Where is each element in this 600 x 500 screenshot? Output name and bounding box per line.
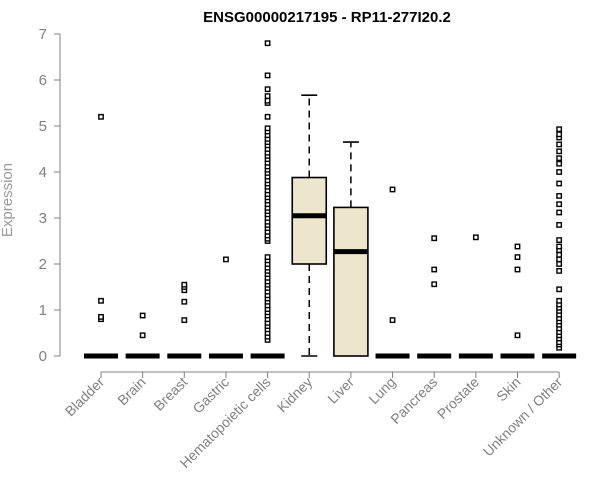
box-group: [333, 141, 369, 357]
outlier-point: [514, 332, 521, 339]
box-iqr: [333, 206, 369, 357]
outlier-point: [264, 113, 271, 120]
outlier-point: [264, 86, 271, 93]
outlier-point: [556, 160, 563, 167]
y-tick-label: 6: [39, 72, 47, 89]
outlier-point: [431, 281, 438, 288]
box-group: [208, 256, 243, 359]
outlier-point: [514, 254, 521, 260]
outlier-point: [556, 148, 563, 155]
outlier-point: [264, 40, 271, 47]
outlier-point: [264, 125, 271, 132]
outlier-point: [514, 266, 521, 273]
outlier-point: [556, 193, 563, 199]
outlier-point: [556, 221, 563, 228]
outlier-point: [556, 169, 563, 175]
box-group: [375, 186, 410, 359]
outlier-point: [556, 286, 563, 293]
box-group: [417, 235, 452, 359]
outlier-point: [264, 97, 271, 104]
y-tick-label: 0: [39, 348, 47, 365]
outlier-point: [181, 298, 188, 305]
outlier-point: [556, 126, 563, 133]
outlier-point: [98, 113, 104, 120]
box-group: [291, 94, 328, 357]
outlier-point: [264, 254, 271, 260]
y-tick-label: 1: [39, 302, 47, 319]
outlier-point: [223, 256, 229, 263]
y-tick-label: 7: [39, 26, 47, 43]
outlier-point: [181, 281, 188, 288]
outlier-point: [181, 317, 188, 324]
box-group: [250, 40, 285, 359]
outlier-point: [431, 266, 438, 273]
outlier-point: [556, 251, 563, 258]
box-iqr: [291, 176, 328, 265]
outlier-point: [98, 297, 104, 304]
outlier-point: [556, 237, 563, 243]
outlier-point: [264, 93, 271, 100]
outlier-point: [556, 261, 563, 267]
box-group: [84, 113, 118, 359]
outlier-point: [139, 312, 146, 319]
chart-title: ENSG00000217195 - RP11-277I20.2: [203, 9, 451, 26]
box-group: [167, 281, 202, 359]
y-tick-label: 3: [39, 210, 47, 227]
outlier-point: [556, 141, 563, 148]
outlier-point: [556, 209, 563, 216]
box-group: [458, 234, 493, 359]
outlier-point: [514, 243, 521, 250]
outlier-point: [389, 186, 396, 193]
outlier-point: [556, 297, 563, 304]
y-axis-label: Expression: [0, 163, 16, 237]
y-axis: 0 1 2 3 4 5 6 7: [39, 26, 61, 365]
outlier-point: [472, 234, 479, 241]
outlier-point: [556, 131, 563, 138]
box-group: [542, 126, 577, 359]
outlier-point: [98, 314, 104, 320]
y-tick-label: 4: [39, 164, 47, 181]
outlier-point: [556, 243, 563, 250]
outlier-point: [556, 201, 563, 208]
outlier-point: [556, 155, 563, 162]
box-group: [125, 312, 160, 359]
outlier-point: [556, 180, 563, 187]
outlier-point: [556, 256, 563, 263]
outlier-point: [139, 332, 146, 339]
box-group: [500, 243, 535, 359]
y-tick-label: 2: [39, 256, 47, 273]
y-tick-label: 5: [39, 118, 47, 135]
outlier-point: [264, 72, 271, 79]
outlier-point: [389, 317, 396, 324]
outlier-point: [431, 235, 438, 242]
box-series: [84, 40, 577, 359]
outlier-point: [556, 268, 563, 274]
